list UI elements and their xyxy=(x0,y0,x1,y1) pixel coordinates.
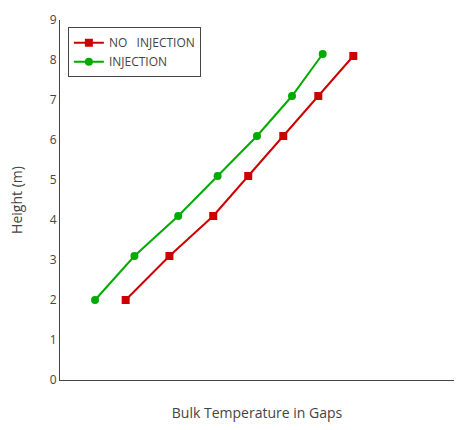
svg-text:6: 6 xyxy=(50,131,57,148)
svg-text:9: 9 xyxy=(50,11,57,28)
svg-text:Height (m): Height (m) xyxy=(7,166,26,234)
svg-text:3: 3 xyxy=(50,251,57,268)
svg-text:8: 8 xyxy=(50,51,57,68)
svg-text:2: 2 xyxy=(50,291,57,308)
svg-text:4: 4 xyxy=(50,211,57,228)
svg-text:INJECTION: INJECTION xyxy=(109,53,167,70)
svg-text:0: 0 xyxy=(50,371,57,388)
svg-text:7: 7 xyxy=(50,91,57,108)
svg-text:1: 1 xyxy=(50,331,57,348)
svg-text:Bulk Temperature in Gaps: Bulk Temperature in Gaps xyxy=(172,403,343,422)
svg-text:NO INJECTION: NO INJECTION xyxy=(109,34,195,51)
svg-text:5: 5 xyxy=(50,171,57,188)
